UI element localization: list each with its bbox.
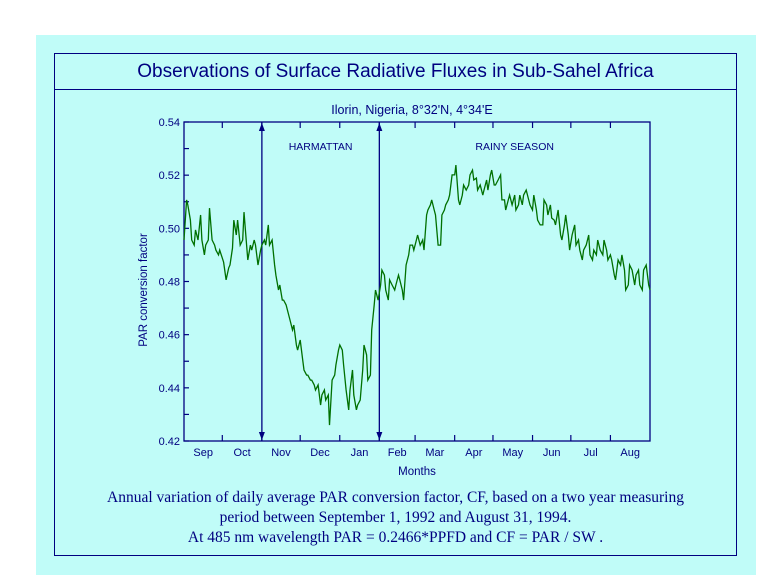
y-tick-label: 0.48 (159, 277, 180, 289)
x-axis-label: Months (398, 466, 436, 478)
axes: 0.42 0.44 0.46 0.48 0.50 0.52 0.54 Sep Oct Nov Dec… (159, 117, 651, 459)
caption-line-3: At 485 nm wavelength PAR = 0.2466*PPFD a… (187, 529, 604, 546)
caption-line-2: period between September 1, 1992 and Aug… (219, 509, 572, 526)
chart-title: Ilorin, Nigeria, 8°32'N, 4°34'E (331, 103, 492, 117)
caption-line-1: Annual variation of daily average PAR co… (107, 489, 684, 506)
arrow-up-icon (258, 123, 265, 131)
x-tick-label: Aug (620, 447, 640, 459)
x-tick-label: Mar (425, 447, 444, 459)
page-title: Observations of Surface Radiative Fluxes… (137, 61, 654, 82)
y-tick-label: 0.44 (159, 383, 180, 395)
arrow-up-icon (376, 123, 383, 131)
y-axis-label: PAR conversion factor (138, 233, 150, 347)
x-tick-label: Jul (584, 447, 598, 459)
title-bar: Observations of Surface Radiative Fluxes… (55, 54, 736, 90)
season-label: HARMATTAN (289, 141, 353, 153)
arrow-down-icon (376, 432, 383, 440)
series-line (183, 165, 651, 426)
x-tick-label: Oct (234, 447, 251, 459)
plot-area-border (183, 121, 651, 442)
x-tick-label: Dec (310, 447, 330, 459)
x-tick-label: Jan (351, 447, 369, 459)
x-tick-label: Sep (193, 447, 213, 459)
y-tick-label: 0.50 (159, 223, 180, 235)
figure-frame: Observations of Surface Radiative Fluxes… (54, 53, 737, 556)
series-group (183, 165, 651, 426)
x-tick-label: Feb (388, 447, 407, 459)
y-tick-label: 0.42 (159, 436, 180, 448)
x-tick-label: Jun (543, 447, 561, 459)
figure-caption: Annual variation of daily average PAR co… (54, 488, 737, 548)
x-tick-label: May (502, 447, 523, 459)
x-tick-label: Nov (271, 447, 291, 459)
y-tick-label: 0.54 (159, 117, 180, 129)
arrow-down-icon (258, 432, 265, 440)
y-tick-label: 0.46 (159, 330, 180, 342)
figure-background (36, 35, 756, 575)
x-tick-label: Apr (465, 447, 482, 459)
y-tick-label: 0.52 (159, 170, 180, 182)
season-label: RAINY SEASON (475, 141, 554, 153)
season-annotations: HARMATTAN RAINY SEASON (258, 122, 554, 441)
